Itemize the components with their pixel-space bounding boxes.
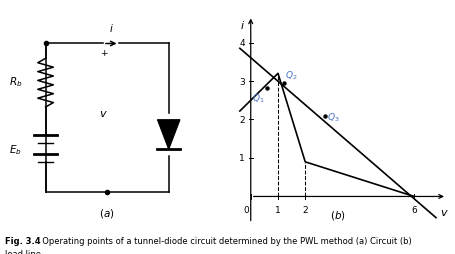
Text: 1: 1 xyxy=(238,154,244,163)
Text: $E_b$: $E_b$ xyxy=(10,143,22,157)
Text: 2: 2 xyxy=(238,116,244,124)
Text: 4: 4 xyxy=(238,39,244,48)
Text: $Q_3$: $Q_3$ xyxy=(326,111,339,123)
Text: 0: 0 xyxy=(243,205,249,214)
Text: 1: 1 xyxy=(274,205,280,214)
Text: load line: load line xyxy=(5,249,40,254)
Text: $i$: $i$ xyxy=(109,22,113,34)
Text: $v$: $v$ xyxy=(439,208,448,217)
Text: $Q_1$: $Q_1$ xyxy=(251,92,264,105)
Text: Operating points of a tunnel-diode circuit determined by the PWL method (a) Circ: Operating points of a tunnel-diode circu… xyxy=(37,236,411,245)
Text: $(b)$: $(b)$ xyxy=(329,209,345,221)
Text: $v$: $v$ xyxy=(98,109,107,119)
Text: $i$: $i$ xyxy=(239,19,244,30)
Text: Fig. 3.4: Fig. 3.4 xyxy=(5,236,40,245)
Text: 6: 6 xyxy=(410,205,416,214)
Text: $(a)$: $(a)$ xyxy=(99,206,115,219)
Text: $Q_2$: $Q_2$ xyxy=(285,69,297,82)
Polygon shape xyxy=(157,120,180,150)
Text: $+$: $+$ xyxy=(100,48,108,58)
Text: 2: 2 xyxy=(302,205,308,214)
Text: $R_b$: $R_b$ xyxy=(9,75,23,89)
Text: 3: 3 xyxy=(238,77,244,86)
